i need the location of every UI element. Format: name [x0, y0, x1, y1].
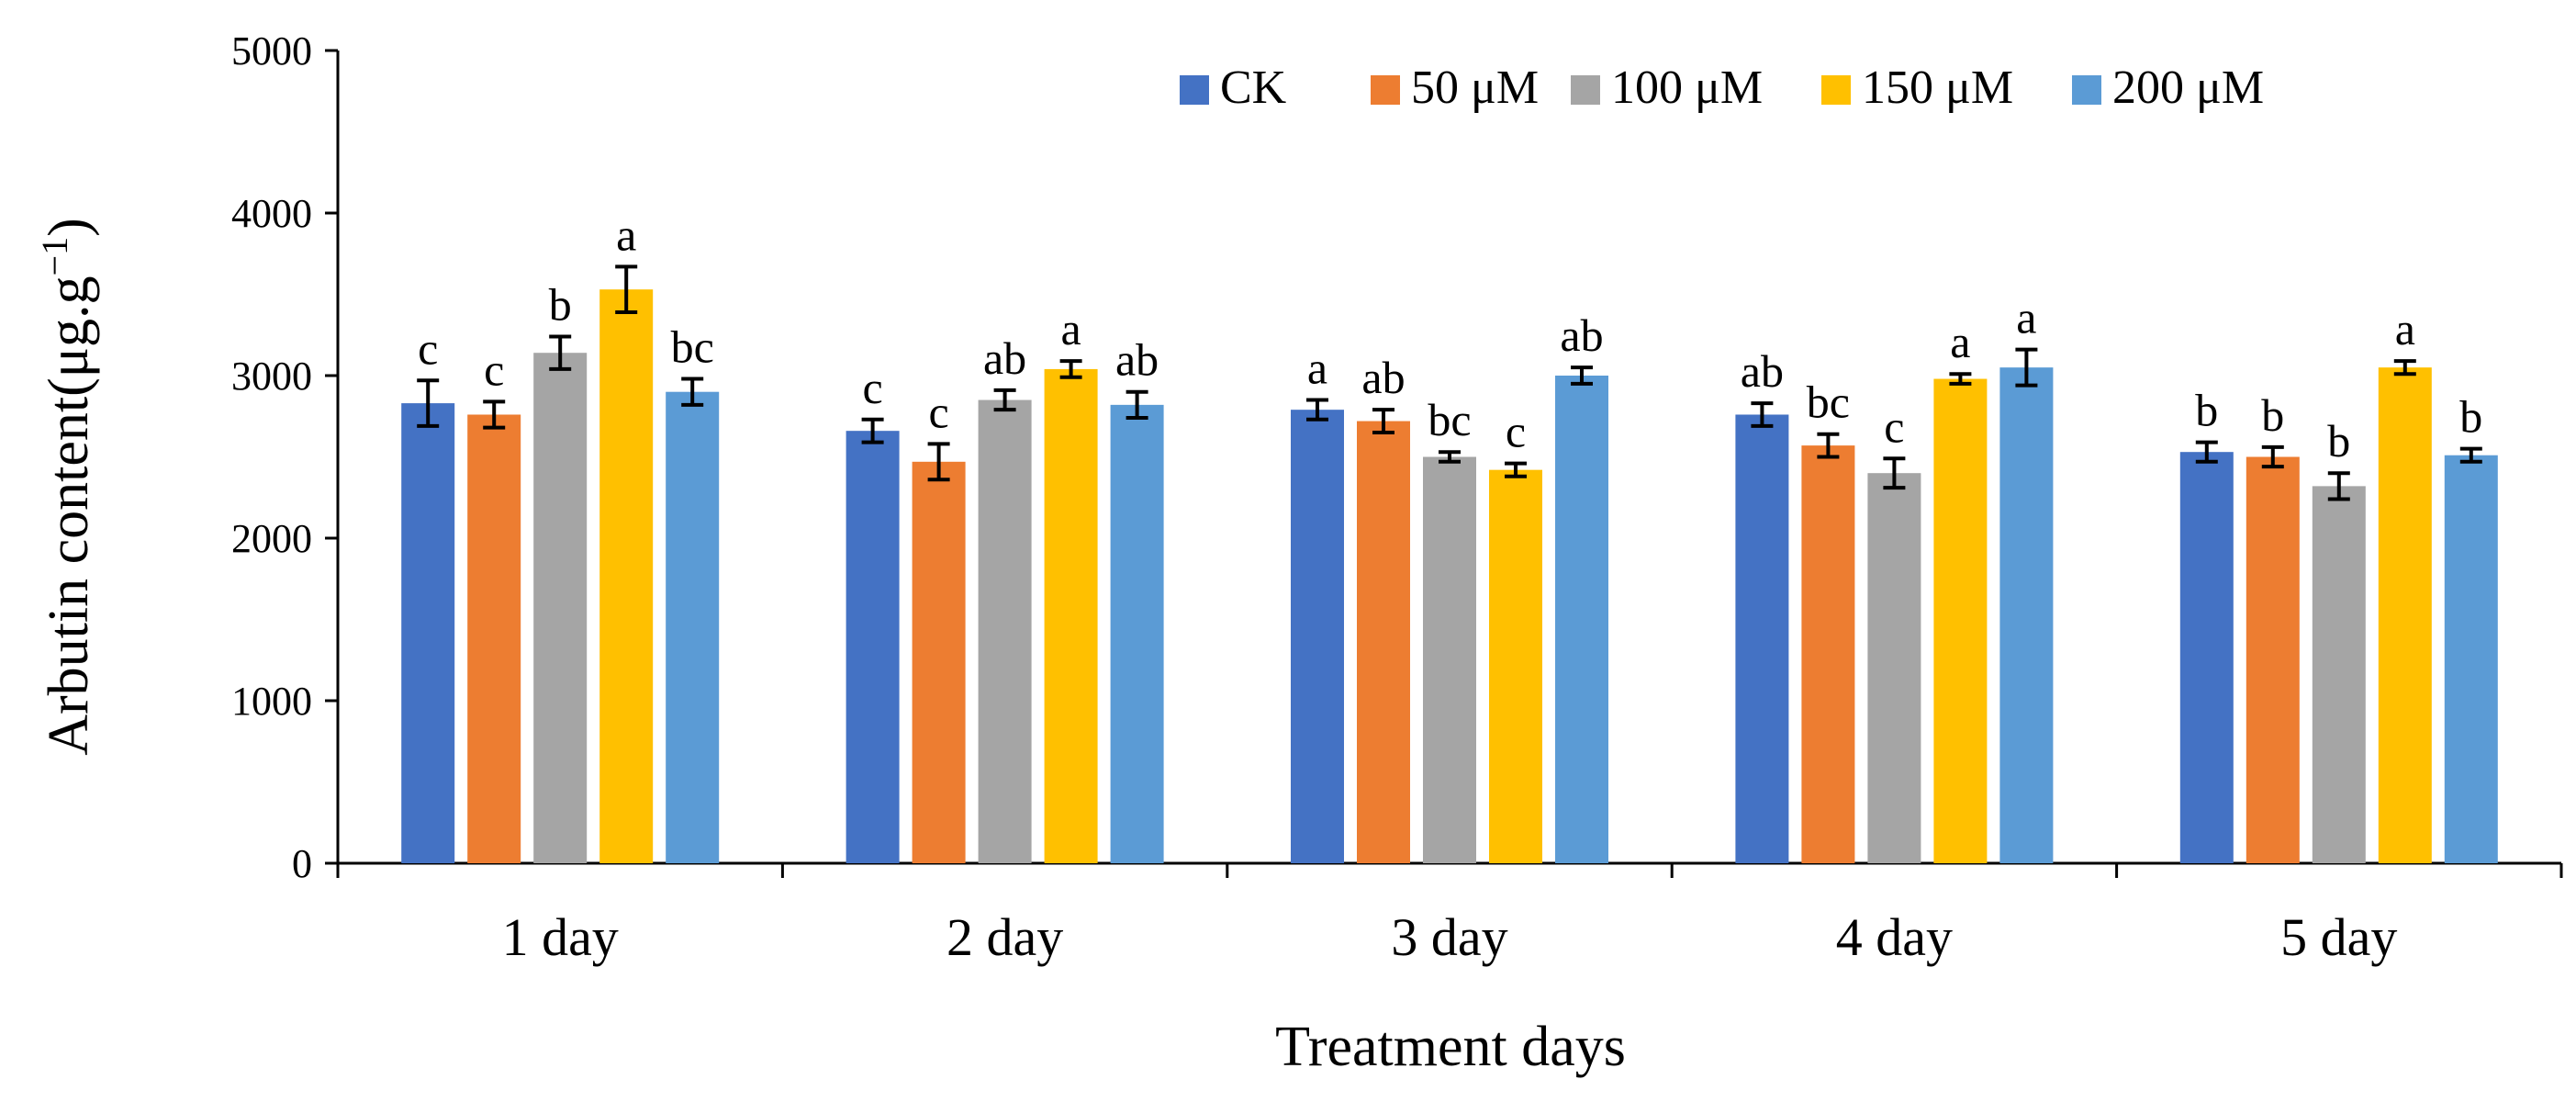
- significance-label: c: [1884, 400, 1904, 452]
- bar: [1735, 414, 1789, 863]
- bar: [1933, 378, 1988, 863]
- significance-label: bc: [1428, 394, 1471, 445]
- y-tick-label: 2000: [231, 516, 312, 561]
- x-tick-label: 1 day: [502, 907, 619, 967]
- significance-label: b: [2261, 389, 2284, 441]
- bars-group: [401, 289, 2498, 864]
- x-axis: 1 day 2 day 3 day 4 day 5 day: [336, 861, 2563, 967]
- y-tick-label: 4000: [231, 191, 312, 236]
- bar: [401, 403, 455, 863]
- legend-swatch: [1571, 75, 1600, 105]
- legend-swatch: [1371, 75, 1400, 105]
- bar: [1423, 456, 1476, 863]
- y-tick-label: 1000: [231, 679, 312, 724]
- bar: [978, 399, 1032, 863]
- bar: [1555, 376, 1608, 863]
- legend-swatch: [1180, 75, 1209, 105]
- y-axis: 0 1000 2000 3000 4000 5000: [231, 28, 340, 886]
- significance-label: c: [862, 362, 882, 413]
- significance-label: b: [2327, 415, 2350, 467]
- x-tick-label: 5 day: [2280, 907, 2397, 967]
- bar: [2312, 486, 2366, 863]
- legend-label: 200 μM: [2112, 62, 2264, 114]
- legend-label: 50 μM: [1411, 62, 1539, 114]
- significance-label: ab: [1560, 309, 1603, 361]
- bar: [1489, 469, 1542, 863]
- x-axis-title: Treatment days: [1275, 1016, 1626, 1078]
- bar: [846, 431, 900, 863]
- significance-label: b: [2195, 385, 2218, 436]
- legend-label: 100 μM: [1611, 62, 1763, 114]
- x-tick-label: 2 day: [946, 907, 1063, 967]
- bar: [666, 391, 720, 863]
- significance-label: ab: [1741, 345, 1784, 397]
- significance-label: a: [2016, 292, 2036, 343]
- bar: [1357, 421, 1410, 863]
- bar: [2378, 367, 2432, 863]
- bar: [533, 353, 588, 864]
- bar: [467, 414, 521, 863]
- significance-label: a: [1307, 343, 1327, 394]
- significance-label: b: [549, 279, 572, 331]
- significance-label: a: [1950, 316, 1970, 367]
- bar: [1291, 410, 1344, 863]
- y-tick-label: 5000: [231, 28, 312, 73]
- significance-label: c: [928, 386, 948, 437]
- legend-label: 150 μM: [1862, 62, 2013, 114]
- significance-label: c: [1506, 406, 1526, 457]
- significance-label: a: [616, 208, 636, 260]
- bar: [1044, 368, 1098, 863]
- significance-label: bc: [1807, 377, 1850, 428]
- bar: [1110, 404, 1164, 863]
- bar: [1867, 473, 1921, 863]
- significance-label: ab: [983, 332, 1026, 384]
- x-tick-label: 4 day: [1836, 907, 1953, 967]
- significance-label: a: [1060, 303, 1081, 354]
- bar: [599, 289, 654, 863]
- bar: [1999, 367, 2054, 863]
- bar: [1801, 445, 1855, 863]
- y-axis-title-main: Arbutin content(μg.g: [38, 276, 100, 755]
- significance-label: bc: [671, 321, 714, 373]
- bar: [2246, 456, 2300, 863]
- x-tick-label: 3 day: [1391, 907, 1507, 967]
- y-axis-title-sup: −1: [34, 237, 75, 276]
- significance-label: ab: [1115, 334, 1159, 386]
- significance-label: c: [418, 322, 438, 374]
- legend-label: CK: [1220, 62, 1287, 114]
- bar: [2444, 455, 2498, 863]
- y-axis-title: Arbutin content(μg.g−1): [34, 218, 100, 755]
- y-tick-label: 0: [292, 841, 312, 886]
- significance-label: a: [2395, 303, 2415, 354]
- significance-label: ab: [1361, 352, 1405, 403]
- bar: [2179, 452, 2234, 863]
- bar: [912, 461, 966, 863]
- error-bars-group: [417, 264, 2482, 501]
- significance-label: c: [484, 343, 504, 395]
- legend-swatch: [2072, 75, 2101, 105]
- y-tick-label: 3000: [231, 354, 312, 399]
- y-axis-title-close: ): [38, 218, 100, 237]
- legend: CK 50 μM 100 μM 150 μM 200 μM: [1180, 62, 2264, 114]
- significance-label: b: [2459, 391, 2482, 443]
- legend-swatch: [1821, 75, 1851, 105]
